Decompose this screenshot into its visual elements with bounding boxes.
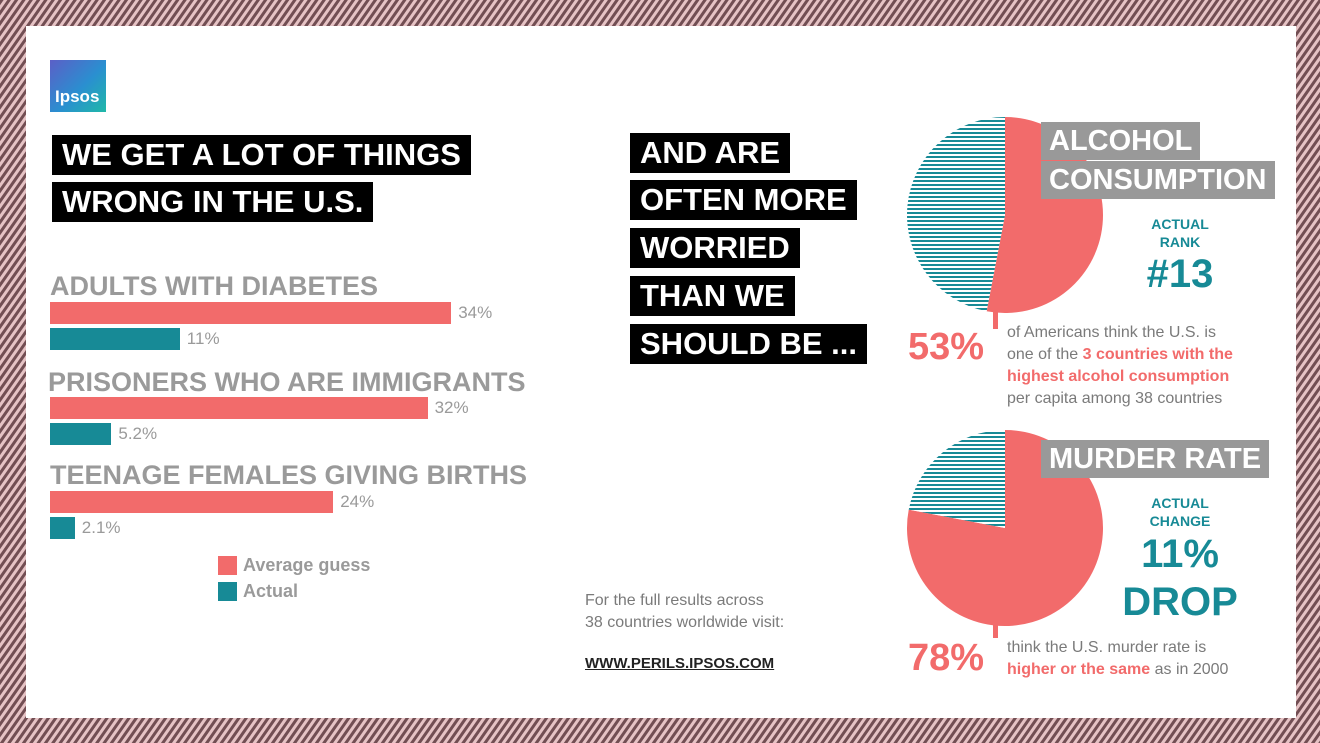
desc-line: per capita among 38 countries xyxy=(1007,390,1223,407)
murder-actual-change: 11% DROP xyxy=(1105,530,1255,626)
pie-pointer xyxy=(993,311,998,329)
murder-actual-label: ACTUAL CHANGE xyxy=(1130,494,1230,530)
bar-actual xyxy=(50,517,75,539)
footer-line-2: 38 countries worldwide visit: xyxy=(585,614,785,631)
alcohol-actual-label: ACTUAL RANK xyxy=(1130,215,1230,251)
pie-slice-guess xyxy=(906,430,1103,627)
desc-line: highest alcohol consumption xyxy=(1007,366,1233,388)
desc-highlight: higher or the same xyxy=(1007,661,1151,678)
murder-header: MURDER RATE xyxy=(1041,440,1270,478)
bar-value-label: 34% xyxy=(458,303,493,322)
category-label: TEENAGE FEMALES GIVING BIRTHS xyxy=(50,460,528,490)
actual-label-line: RANK xyxy=(1159,234,1201,250)
actual-label-line: ACTUAL xyxy=(1151,216,1209,232)
footer-text: For the full results across 38 countries… xyxy=(585,590,784,634)
pie-slice-remainder xyxy=(906,117,1005,312)
category-label: ADULTS WITH DIABETES xyxy=(50,271,378,301)
desc-line: think the U.S. murder rate is xyxy=(1007,639,1207,656)
actual-value-line: 11% xyxy=(1141,532,1219,576)
worry-line-3: WORRIED xyxy=(630,228,800,268)
bar-average-guess xyxy=(50,302,452,324)
actual-label-line: CHANGE xyxy=(1149,513,1211,529)
desc-line: one of the 3 countries with the xyxy=(1007,344,1233,366)
actual-value-line: DROP xyxy=(1122,580,1238,624)
headline-line-1: WE GET A LOT OF THINGS xyxy=(52,135,471,175)
legend-swatch-actual xyxy=(218,582,237,601)
alcohol-header-1: ALCOHOL xyxy=(1041,122,1201,160)
pie-pointer xyxy=(993,624,998,638)
bar-average-guess xyxy=(50,397,428,419)
bar-value-label: 2.1% xyxy=(81,518,121,537)
bar-actual xyxy=(50,423,112,445)
bar-value-label: 32% xyxy=(434,398,469,417)
desc-text: one of the xyxy=(1007,346,1083,363)
desc-text: as in 2000 xyxy=(1150,661,1229,678)
desc-line: higher or the same as in 2000 xyxy=(1007,659,1228,681)
legend-swatch-guess xyxy=(218,556,237,575)
worry-line-4: THAN WE xyxy=(630,276,795,316)
actual-label-line: ACTUAL xyxy=(1151,495,1209,511)
bar-value-label: 24% xyxy=(340,492,375,511)
worry-line-5: SHOULD BE ... xyxy=(630,324,868,364)
bar-average-guess xyxy=(50,491,334,513)
desc-line: of Americans think the U.S. is xyxy=(1007,324,1216,341)
murder-percent: 78% xyxy=(908,637,985,679)
alcohol-percent: 53% xyxy=(908,326,985,368)
worry-line-1: AND ARE xyxy=(630,133,791,173)
bar-value-label: 5.2% xyxy=(118,424,158,443)
bar-actual xyxy=(50,328,180,350)
alcohol-description: of Americans think the U.S. is one of th… xyxy=(1007,322,1233,410)
footer-line-1: For the full results across xyxy=(585,592,764,609)
bar-value-label: 11% xyxy=(186,329,220,348)
ipsos-logo: Ipsos xyxy=(50,60,106,112)
worry-line-2: OFTEN MORE xyxy=(630,180,857,220)
alcohol-actual-rank: #13 xyxy=(1146,252,1214,296)
desc-highlight: highest alcohol consumption xyxy=(1007,368,1230,385)
murder-description: think the U.S. murder rate is higher or … xyxy=(1007,637,1228,681)
legend-label: Actual xyxy=(243,581,299,601)
alcohol-header-2: CONSUMPTION xyxy=(1041,161,1275,199)
desc-highlight: 3 countries with the xyxy=(1082,346,1233,363)
results-link[interactable]: WWW.PERILS.IPSOS.COM xyxy=(585,655,775,672)
pie-slice-remainder xyxy=(908,430,1005,528)
headline-line-2: WRONG IN THE U.S. xyxy=(52,182,374,222)
legend-label: Average guess xyxy=(243,555,371,575)
category-label: PRISONERS WHO ARE IMMIGRANTS xyxy=(48,367,526,397)
